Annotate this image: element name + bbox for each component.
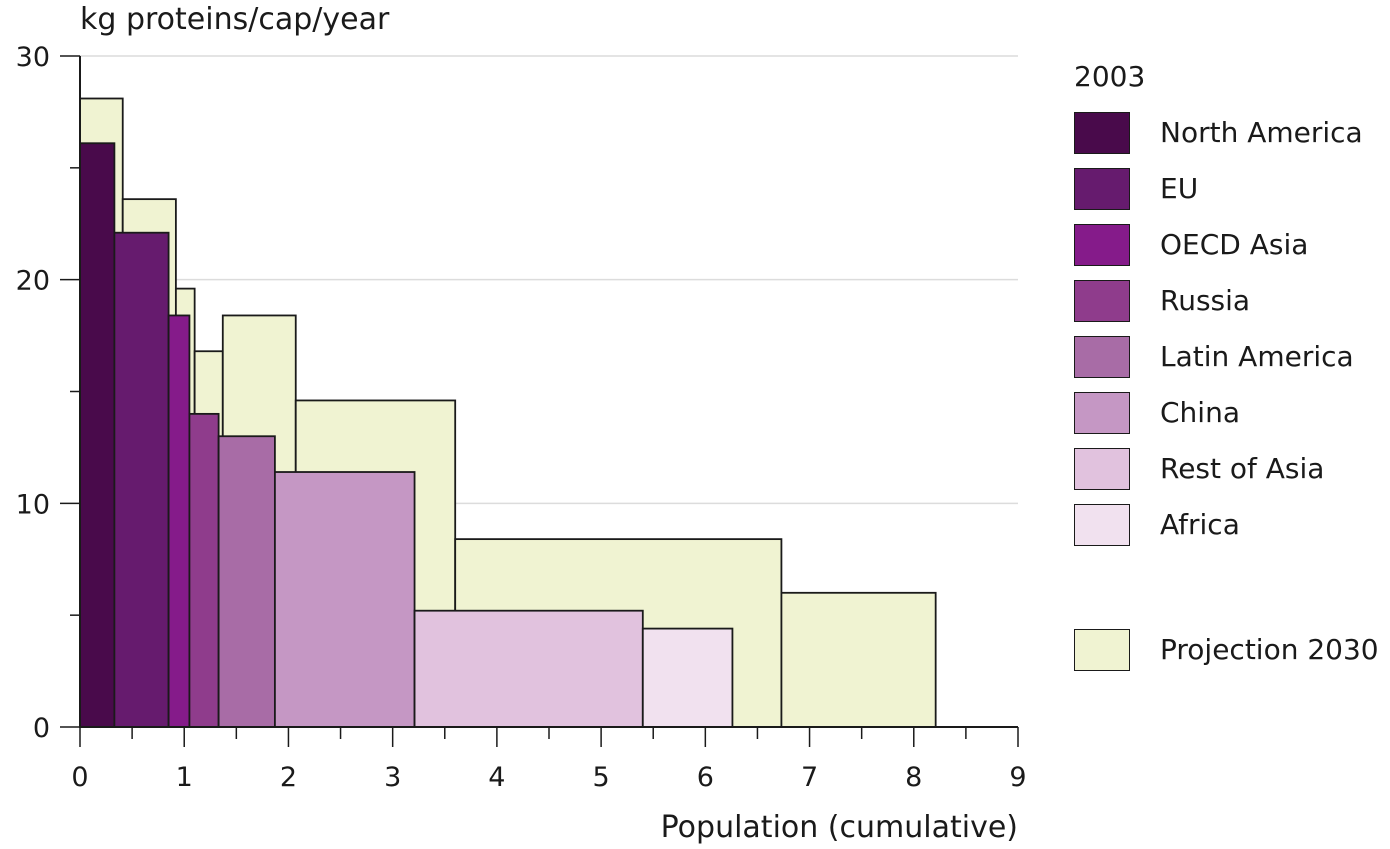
x-tick-label: 4 [488,762,505,793]
legend-label: Rest of Asia [1160,452,1325,485]
legend-swatch [1074,392,1130,434]
legend-title: 2003 [1074,60,1146,93]
x-tick-label: 8 [905,762,922,793]
x-tick-label: 1 [176,762,193,793]
axes: 0 10 20 30 0 1 2 3 4 5 6 7 8 9 [16,42,1027,793]
x-tick-label: 7 [801,762,818,793]
x-tick-label: 2 [280,762,297,793]
legend-item-rest-of-asia: Rest of Asia [1074,448,1390,492]
legend-item-russia: Russia [1074,280,1390,324]
bars-2003 [79,142,734,728]
legend-item-oecd-asia: OECD Asia [1074,224,1390,268]
x-tick-label: 0 [71,762,88,793]
legend-swatch [1074,112,1130,154]
y-tick-label: 10 [16,489,50,520]
bar-2003-rest-of-asia [413,609,644,728]
legend-swatch [1074,448,1130,490]
legend-item-latin-america: Latin America [1074,336,1390,380]
legend-item-projection-2030: Projection 2030 [1074,629,1390,673]
legend-swatch [1074,629,1130,671]
legend-label: North America [1160,116,1363,149]
y-axis-label: kg proteins/cap/year [80,2,390,37]
legend-item-eu: EU [1074,168,1390,212]
legend-swatch [1074,336,1130,378]
legend-swatch [1074,504,1130,546]
legend-label: OECD Asia [1160,228,1309,261]
x-tick-label: 3 [384,762,401,793]
legend-swatch [1074,224,1130,266]
bar-2003-north-america [79,142,116,728]
legend-label: Latin America [1160,340,1354,373]
legend-item-africa: Africa [1074,504,1390,548]
y-tick-label: 20 [16,266,50,297]
x-axis-label: Population (cumulative) [660,810,1018,845]
legend-label: China [1160,396,1240,429]
legend-label: Africa [1160,508,1240,541]
legend-label: EU [1160,172,1199,205]
legend-label: Projection 2030 [1160,633,1379,666]
x-tick-label: 5 [593,762,610,793]
legend-swatch [1074,168,1130,210]
bar-2003-eu [113,231,170,728]
legend-swatch [1074,280,1130,322]
x-tick-label: 9 [1009,762,1026,793]
y-tick-label: 30 [16,42,50,73]
y-tick-label: 0 [33,713,50,744]
bar-2003-russia [188,412,220,728]
legend-item-north-america: North America [1074,112,1390,156]
bar-2030-africa [780,591,937,728]
x-tick-label: 6 [697,762,714,793]
bar-2003-china [273,471,416,728]
legend-item-china: China [1074,392,1390,436]
bar-2003-africa [641,627,734,728]
legend-label: Russia [1160,284,1251,317]
bar-2003-latin-america [217,435,276,728]
bar-2003-oecd-asia [167,314,191,728]
